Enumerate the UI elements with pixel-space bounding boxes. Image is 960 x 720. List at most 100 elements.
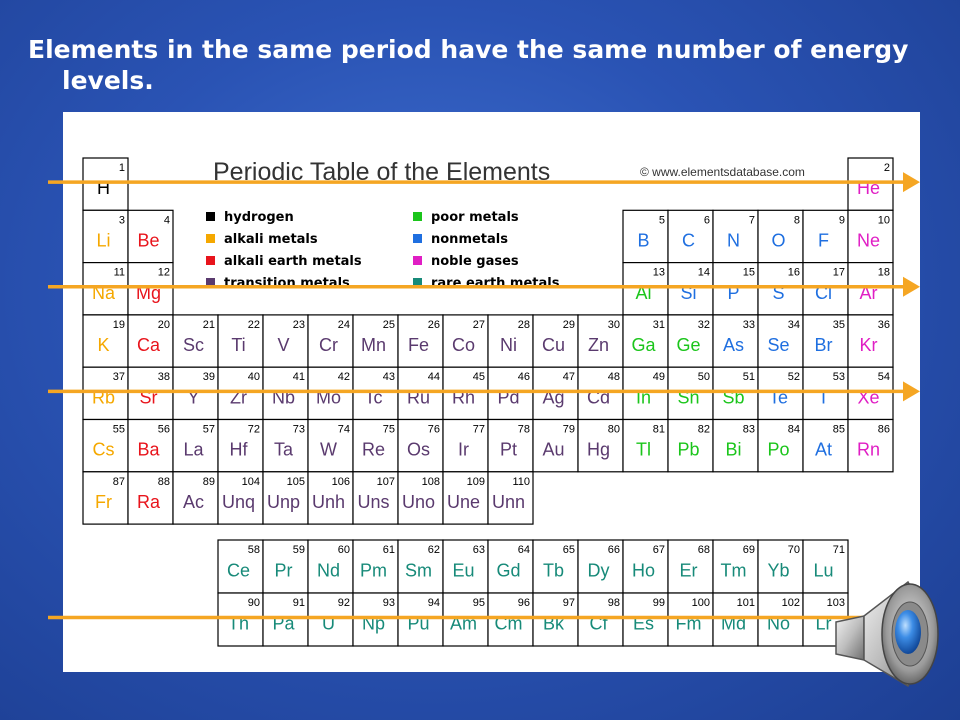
element-symbol: Rh [452,387,475,407]
element-symbol: Mo [316,387,341,407]
atomic-number: 85 [833,424,845,436]
atomic-number: 36 [878,319,890,331]
element-cell-Ag: 47 Ag [532,366,579,421]
legend-swatch [206,278,215,287]
cell-border [397,592,444,647]
element-symbol: Cu [542,335,565,355]
element-symbol: Ir [458,440,469,460]
element-cell-Li: 3 Li [82,209,129,264]
atomic-number: 17 [833,267,845,279]
atomic-number: 26 [428,319,440,331]
atomic-number: 38 [158,371,170,383]
element-symbol: Sc [183,335,204,355]
table-title: Periodic Table of the Elements [213,158,550,186]
element-cell-O: 8O [757,209,804,264]
element-symbol: Ta [274,440,294,460]
atomic-number: 98 [608,597,620,609]
element-cell-As: 33 As [712,314,759,368]
element-symbol: Br [815,335,833,355]
legend-label: transition metals [224,276,350,291]
periodic-table-image: Periodic Table of the Elements © www.ele… [63,112,920,672]
legend-item-hydrogen: hydrogen [206,210,294,225]
legend-item-transition: transition metals [206,276,350,291]
cell-border [802,262,849,316]
cell-border [667,262,714,316]
element-symbol: Ar [860,283,878,303]
atomic-number: 78 [518,424,530,436]
atomic-number: 19 [113,319,125,331]
atomic-number: 87 [113,476,125,488]
element-cell-Mg: 12 Mg [127,262,174,316]
element-symbol: F [818,230,829,250]
atomic-number: 8 [794,214,800,226]
element-symbol: Ra [137,492,161,512]
atomic-number: 65 [563,544,575,556]
atomic-number: 28 [518,319,530,331]
element-cell-Unh: 106 Unh [307,471,354,525]
atomic-number: 45 [473,371,485,383]
element-symbol: Po [767,440,789,460]
element-cell-Nd: 60 Nd [307,539,354,594]
element-symbol: In [636,387,651,407]
element-symbol: Ge [676,335,700,355]
atomic-number: 18 [878,267,890,279]
element-symbol: Une [447,492,480,512]
element-symbol: Rb [92,387,115,407]
element-cell-Ba: 56 Ba [127,418,174,473]
cell-border [487,471,534,525]
cell-border [847,418,894,473]
cell-border [847,262,894,316]
speaker-icon[interactable] [828,578,946,690]
element-symbol: Co [452,335,475,355]
atomic-number: 50 [698,371,710,383]
atomic-number: 29 [563,319,575,331]
element-cell-Unp: 105 Unp [262,471,309,525]
element-cell-S: 16 S [757,262,804,316]
atomic-number: 2 [884,162,890,174]
cell-border [127,471,174,525]
element-symbol: Bk [543,614,565,634]
atomic-number: 73 [293,424,305,436]
element-symbol: Rn [857,440,880,460]
cell-border [307,366,354,421]
element-symbol: S [772,283,784,303]
atomic-number: 94 [428,597,440,609]
element-cell-Pa: 91 Pa [262,592,309,647]
element-cell-Md: 101 Md [712,592,759,647]
legend-label: nonmetals [431,232,508,247]
element-symbol: Be [137,230,159,250]
atomic-number: 30 [608,319,620,331]
legend-swatch [413,256,422,265]
element-symbol: B [637,230,649,250]
element-cell-F: 9F [802,209,849,264]
element-cell-Pb: 82 Pb [667,418,714,473]
element-symbol: Eu [452,561,474,581]
element-symbol: Tc [365,387,383,407]
element-symbol: O [771,230,785,250]
cell-border [667,592,714,647]
atomic-number: 37 [113,371,125,383]
cell-border [217,366,264,421]
cell-border [847,157,894,211]
element-cell-La: 57 La [172,418,219,473]
legend-item-rare: rare earth metals [413,276,560,291]
atomic-number: 91 [293,597,305,609]
element-symbol: Hf [230,440,249,460]
cell-border [307,592,354,647]
atomic-number: 74 [338,424,350,436]
cell-border [307,471,354,525]
element-symbol: Gd [496,561,520,581]
cell-border [397,366,444,421]
element-symbol: Tb [543,561,564,581]
atomic-number: 31 [653,319,665,331]
element-cell-Se: 34 Se [757,314,804,368]
element-cell-Gd: 64 Gd [487,539,534,594]
periodic-table: Periodic Table of the Elements © www.ele… [82,157,894,647]
element-cell-Sb: 51 Sb [712,366,759,421]
cell-border [622,418,669,473]
element-symbol: Nd [317,561,340,581]
atomic-number: 84 [788,424,800,436]
element-symbol: I [821,387,826,407]
